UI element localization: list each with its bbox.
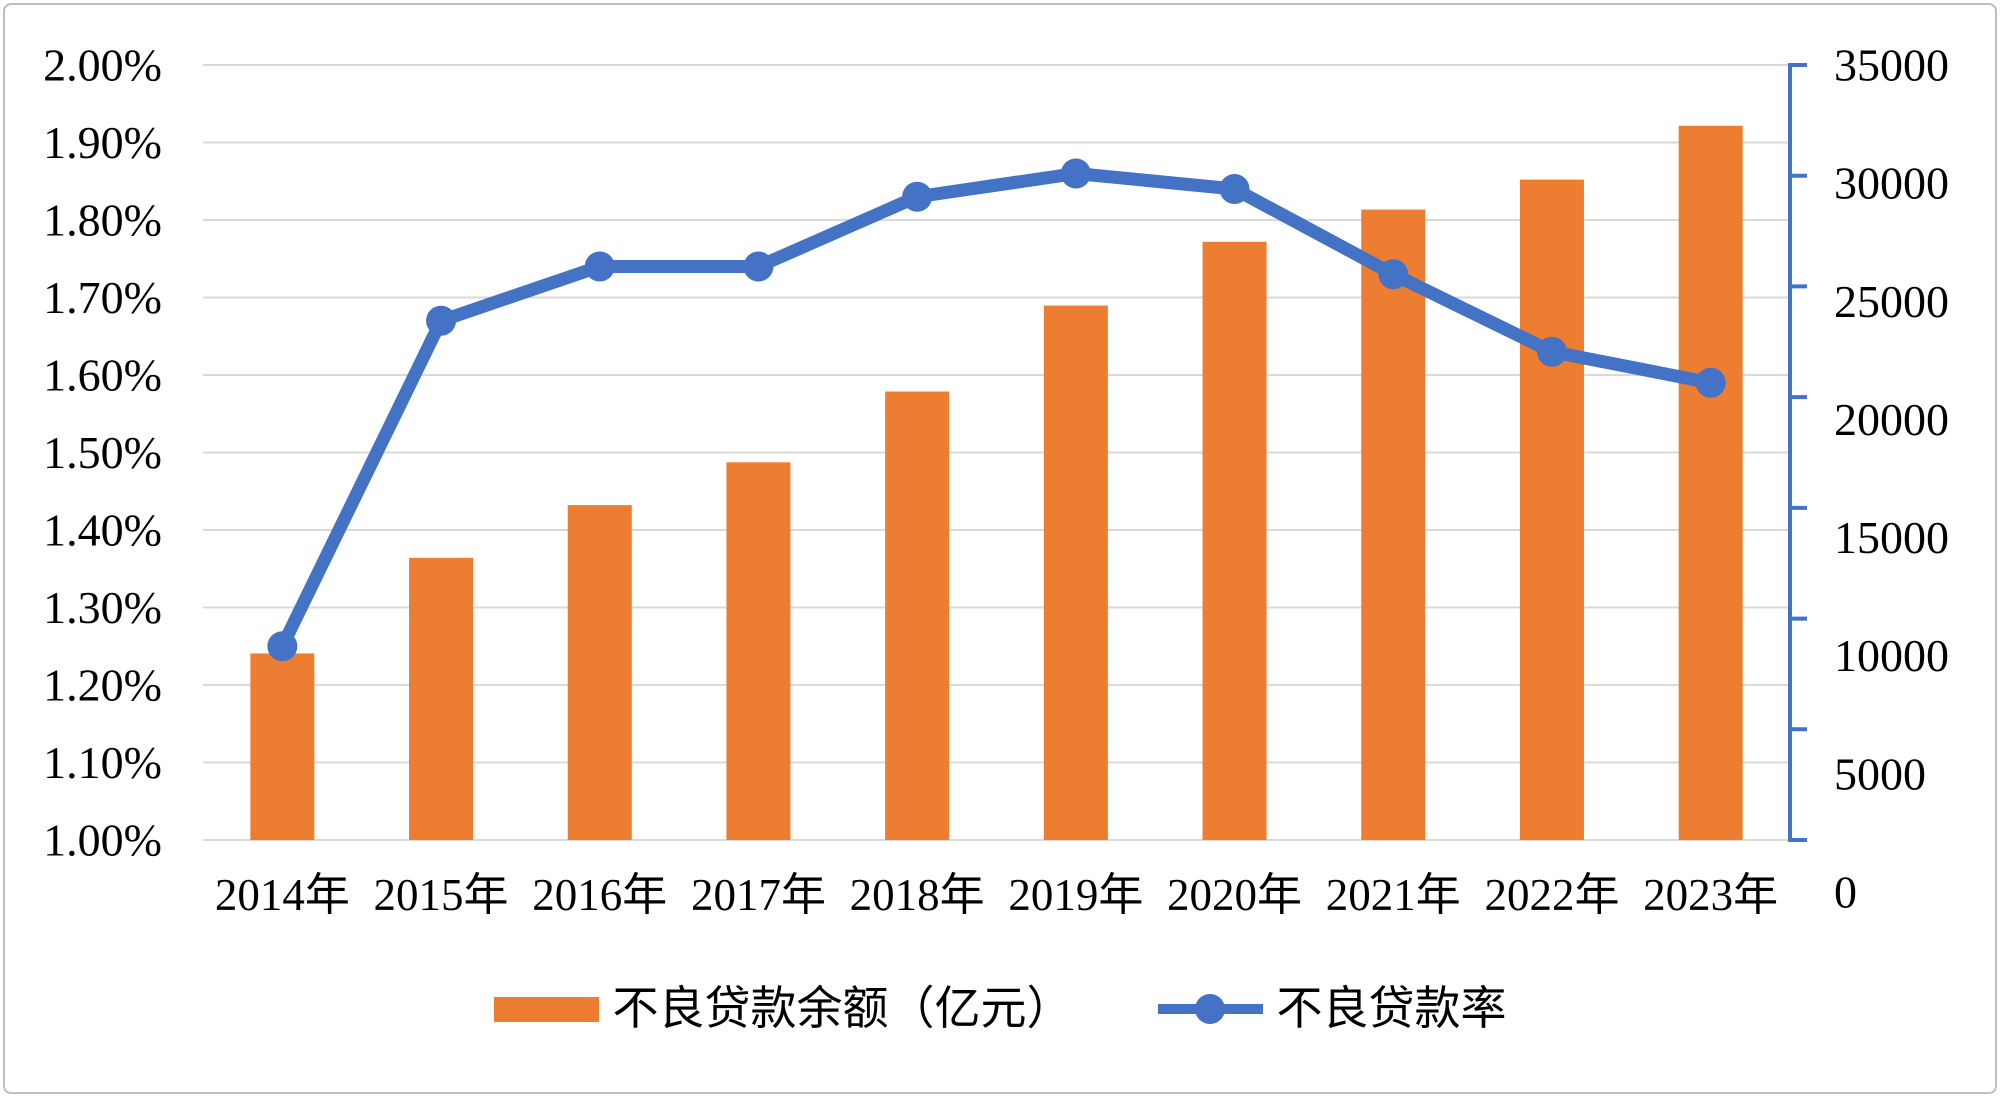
line-marker-2023年 <box>1695 367 1726 398</box>
x-axis-category-label: 2019年 <box>1008 870 1143 920</box>
bar-2020年 <box>1202 241 1267 840</box>
x-axis-category-label: 2017年 <box>691 870 826 920</box>
x-axis-category-label: 2014年 <box>215 870 350 920</box>
left-axis-tick-label: 1.10% <box>43 737 162 788</box>
right-axis-tick-label: 25000 <box>1834 276 1949 327</box>
right-axis-tick-label: 35000 <box>1834 40 1949 91</box>
bar-2021年 <box>1361 209 1426 841</box>
bar-2014年 <box>250 653 315 840</box>
x-axis-category-label: 2015年 <box>374 870 509 920</box>
legend-line-swatch-icon <box>1157 993 1263 1025</box>
left-axis-tick-label: 1.00% <box>43 815 162 866</box>
x-axis-category-label: 2016年 <box>532 870 667 920</box>
bar-2017年 <box>726 462 791 840</box>
line-marker-2015年 <box>426 305 457 336</box>
left-axis-tick-label: 1.70% <box>43 272 162 323</box>
bar-2016年 <box>567 505 632 840</box>
legend-bar-label: 不良贷款余额（亿元） <box>612 983 1073 1034</box>
bar-2015年 <box>409 557 474 840</box>
bar-2023年 <box>1678 125 1743 840</box>
legend-item-ratio: 不良贷款率 <box>1157 983 1507 1034</box>
left-axis-tick-label: 1.40% <box>43 505 162 556</box>
line-marker-2022年 <box>1536 336 1567 367</box>
left-axis-tick-label: 1.60% <box>43 350 162 401</box>
line-marker-2014年 <box>267 631 298 662</box>
legend-line-marker-icon <box>1195 994 1225 1024</box>
x-axis-category-label: 2022年 <box>1484 870 1619 920</box>
right-axis-tick-label: 15000 <box>1834 512 1949 563</box>
left-axis-tick-label: 1.20% <box>43 660 162 711</box>
line-series <box>275 167 1718 653</box>
line-marker-2016年 <box>584 251 615 282</box>
left-axis-tick-label: 1.90% <box>43 117 162 168</box>
legend-item-balance: 不良贷款余额（亿元） <box>493 983 1073 1034</box>
right-axis-tick-label: 20000 <box>1834 394 1949 445</box>
left-axis-tick-label: 1.30% <box>43 582 162 633</box>
bar-2022年 <box>1519 179 1584 840</box>
x-axis-category-label: 2018年 <box>850 870 985 920</box>
line-marker-2019年 <box>1060 158 1091 189</box>
bar-2019年 <box>1043 305 1108 840</box>
line-marker-2020年 <box>1219 174 1250 204</box>
right-axis-tick-label: 10000 <box>1834 630 1949 681</box>
right-axis-tick-label: 5000 <box>1834 748 1926 799</box>
line-marker-2017年 <box>743 251 774 282</box>
bar-2018年 <box>885 391 950 840</box>
legend-line-label: 不良贷款率 <box>1276 983 1507 1034</box>
left-axis-tick-label: 2.00% <box>43 40 162 91</box>
x-axis-category-label: 2021年 <box>1326 870 1461 920</box>
left-axis-tick-label: 1.50% <box>43 427 162 478</box>
line-marker-2018年 <box>902 181 933 212</box>
x-axis-category-label: 2020年 <box>1167 870 1302 920</box>
x-axis-category-label: 2023年 <box>1643 870 1778 920</box>
line-marker-2021年 <box>1378 259 1409 290</box>
right-axis-tick-label: 0 <box>1834 867 1857 918</box>
left-axis-tick-label: 1.80% <box>43 195 162 246</box>
legend: 不良贷款余额（亿元） 不良贷款率 <box>0 984 2000 1034</box>
legend-bar-swatch-icon <box>493 996 599 1022</box>
right-axis-tick-label: 30000 <box>1834 158 1949 209</box>
